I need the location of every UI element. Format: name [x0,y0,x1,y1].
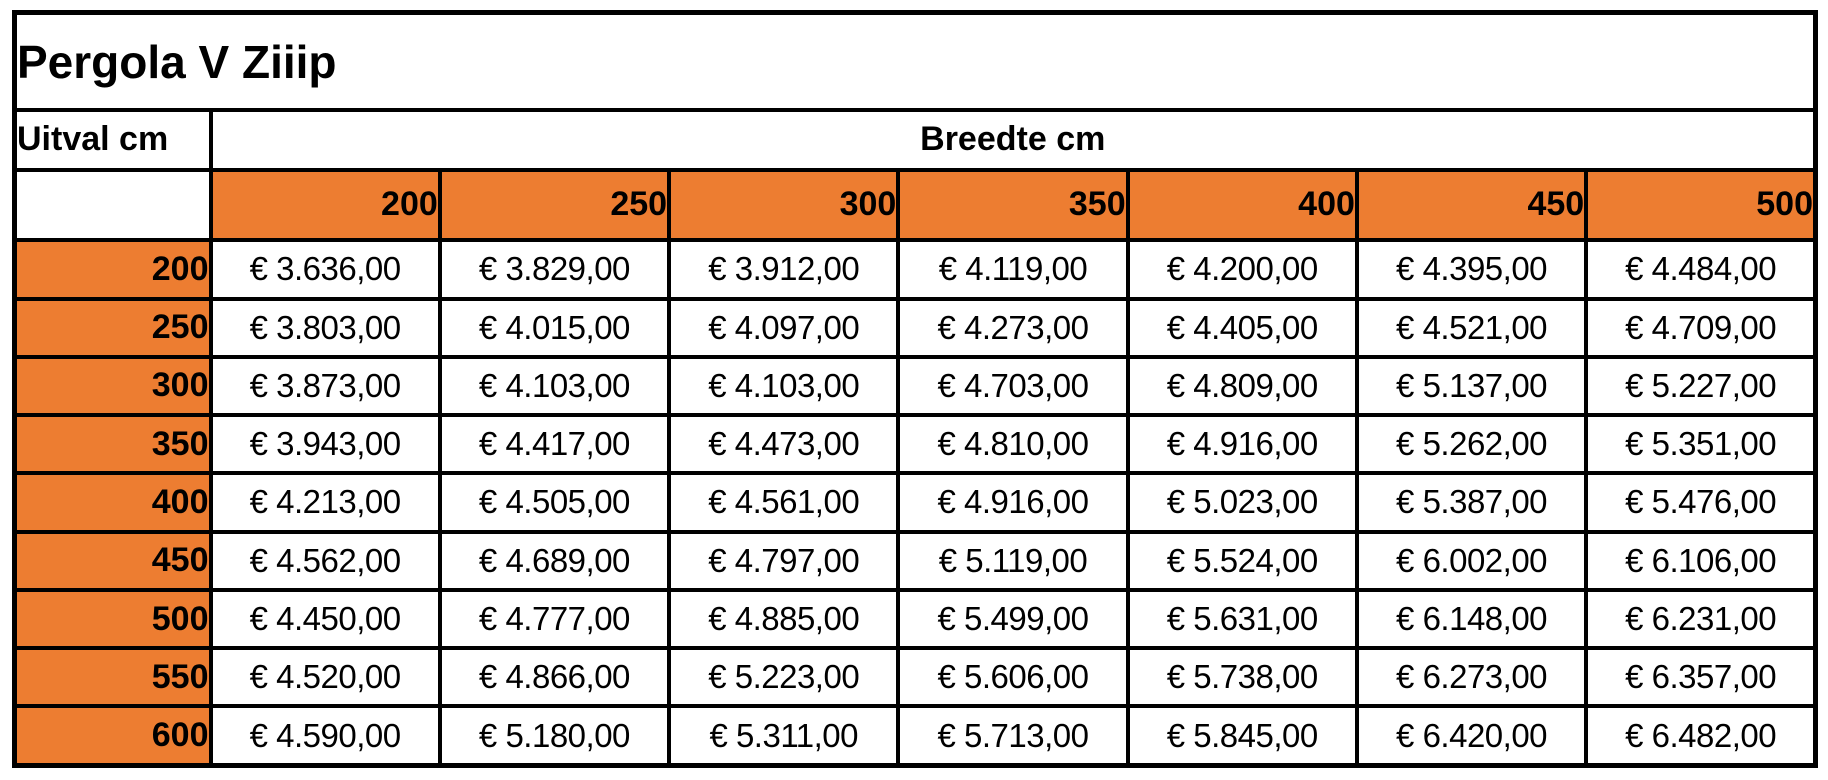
price-cell: € 5.223,00 [667,646,901,709]
price-cell: € 5.713,00 [896,704,1130,768]
price-cell: € 6.273,00 [1354,646,1589,709]
price-cell: € 5.845,00 [1125,704,1359,768]
price-row-uitval-400: 400 € 4.213,00 € 4.505,00 € 4.561,00 € 4.916… [12,471,1818,534]
empty-corner-cell [12,167,213,243]
table-title: Pergola V Ziiip [12,10,1818,113]
price-cell: € 5.119,00 [896,529,1130,592]
price-cell: € 4.505,00 [437,471,672,534]
col-axis-label-breedte: Breedte cm [208,108,1818,172]
price-cell: € 4.521,00 [1354,296,1589,359]
price-row-uitval-350: 350 € 3.943,00 € 4.417,00 € 4.473,00 € 4.810… [12,413,1818,476]
price-cell: € 4.866,00 [437,646,672,709]
price-cell: € 6.002,00 [1354,529,1589,592]
price-cell: € 4.213,00 [208,471,442,534]
price-cell: € 4.809,00 [1125,354,1359,418]
price-row-uitval-300: 300 € 3.873,00 € 4.103,00 € 4.103,00 € 4.703… [12,354,1818,418]
column-header-breedte-350: 350 [896,167,1130,243]
price-cell: € 5.738,00 [1125,646,1359,709]
price-cell: € 5.524,00 [1125,529,1359,592]
price-cell: € 4.015,00 [437,296,672,359]
price-cell: € 3.943,00 [208,413,442,476]
price-cell: € 4.709,00 [1584,296,1818,359]
price-cell: € 4.119,00 [896,238,1130,301]
row-header-uitval-400: 400 [12,471,213,534]
price-cell: € 4.703,00 [896,354,1130,418]
row-axis-label-uitval: Uitval cm [12,108,213,172]
price-cell: € 3.912,00 [667,238,901,301]
price-cell: € 5.387,00 [1354,471,1589,534]
row-header-uitval-200: 200 [12,238,213,301]
price-cell: € 5.476,00 [1584,471,1818,534]
price-cell: € 3.873,00 [208,354,442,418]
column-header-breedte-300: 300 [667,167,901,243]
column-header-breedte-250: 250 [437,167,672,243]
price-cell: € 4.561,00 [667,471,901,534]
column-header-breedte-500: 500 [1584,167,1818,243]
price-cell: € 5.137,00 [1354,354,1589,418]
price-cell: € 5.351,00 [1584,413,1818,476]
price-cell: € 6.357,00 [1584,646,1818,709]
price-cell: € 4.916,00 [1125,413,1359,476]
price-cell: € 5.023,00 [1125,471,1359,534]
price-cell: € 5.227,00 [1584,354,1818,418]
price-cell: € 4.689,00 [437,529,672,592]
column-header-breedte-400: 400 [1125,167,1359,243]
axis-label-row: Uitval cm Breedte cm [12,108,1818,172]
row-header-uitval-450: 450 [12,529,213,592]
price-row-uitval-250: 250 € 3.803,00 € 4.015,00 € 4.097,00 € 4.273… [12,296,1818,359]
price-row-uitval-550: 550 € 4.520,00 € 4.866,00 € 5.223,00 € 5.606… [12,646,1818,709]
price-cell: € 4.797,00 [667,529,901,592]
price-cell: € 4.484,00 [1584,238,1818,301]
row-header-uitval-550: 550 [12,646,213,709]
price-cell: € 5.180,00 [437,704,672,768]
price-cell: € 5.631,00 [1125,587,1359,651]
price-cell: € 4.450,00 [208,587,442,651]
price-cell: € 4.520,00 [208,646,442,709]
row-header-uitval-250: 250 [12,296,213,359]
price-row-uitval-500: 500 € 4.450,00 € 4.777,00 € 4.885,00 € 5.499… [12,587,1818,651]
price-cell: € 4.417,00 [437,413,672,476]
price-row-uitval-200: 200 € 3.636,00 € 3.829,00 € 3.912,00 € 4.119… [12,238,1818,301]
price-cell: € 6.148,00 [1354,587,1589,651]
price-cell: € 4.103,00 [437,354,672,418]
price-cell: € 4.405,00 [1125,296,1359,359]
row-header-uitval-300: 300 [12,354,213,418]
price-cell: € 6.420,00 [1354,704,1589,768]
price-cell: € 4.097,00 [667,296,901,359]
price-row-uitval-600: 600 € 4.590,00 € 5.180,00 € 5.311,00 € 5.713… [12,704,1818,768]
price-cell: € 4.885,00 [667,587,901,651]
price-cell: € 6.482,00 [1584,704,1818,768]
price-cell: € 4.103,00 [667,354,901,418]
row-header-uitval-350: 350 [12,413,213,476]
price-cell: € 3.829,00 [437,238,672,301]
price-cell: € 6.106,00 [1584,529,1818,592]
price-cell: € 4.473,00 [667,413,901,476]
price-cell: € 4.590,00 [208,704,442,768]
price-cell: € 3.803,00 [208,296,442,359]
price-cell: € 4.810,00 [896,413,1130,476]
price-row-uitval-450: 450 € 4.562,00 € 4.689,00 € 4.797,00 € 5.119… [12,529,1818,592]
row-header-uitval-600: 600 [12,704,213,768]
price-cell: € 4.200,00 [1125,238,1359,301]
price-cell: € 4.562,00 [208,529,442,592]
price-cell: € 4.273,00 [896,296,1130,359]
row-header-uitval-500: 500 [12,587,213,651]
column-header-breedte-450: 450 [1354,167,1589,243]
column-header-row: 200 250 300 350 400 450 500 [12,167,1818,243]
price-cell: € 3.636,00 [208,238,442,301]
price-cell: € 6.231,00 [1584,587,1818,651]
price-cell: € 5.499,00 [896,587,1130,651]
column-header-breedte-200: 200 [208,167,442,243]
pergola-price-table: Pergola V Ziiip Uitval cm Breedte cm 200… [12,10,1818,768]
price-cell: € 5.262,00 [1354,413,1589,476]
price-cell: € 4.777,00 [437,587,672,651]
price-cell: € 5.606,00 [896,646,1130,709]
title-row: Pergola V Ziiip [12,10,1818,113]
price-cell: € 4.395,00 [1354,238,1589,301]
price-cell: € 5.311,00 [667,704,901,768]
price-cell: € 4.916,00 [896,471,1130,534]
